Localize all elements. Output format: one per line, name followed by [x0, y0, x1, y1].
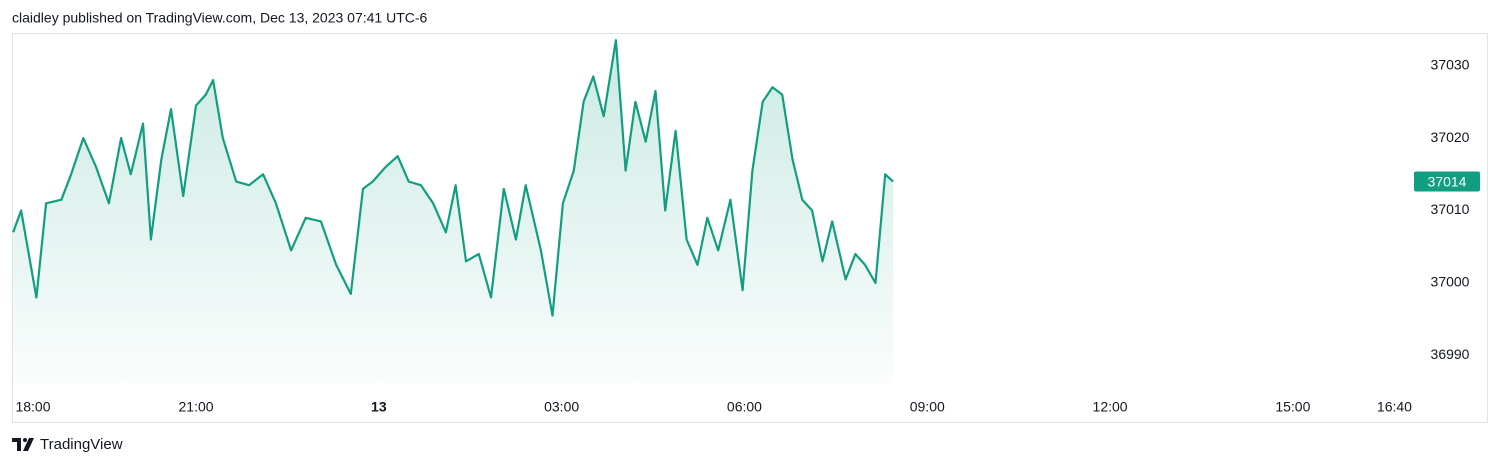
x-tick-label: 18:00 [15, 399, 50, 415]
area-fill [13, 40, 894, 383]
x-tick-label: 15:00 [1275, 399, 1310, 415]
x-tick-label: 06:00 [727, 399, 762, 415]
last-price-label: 37014 [1428, 173, 1467, 189]
brand: TradingView [40, 436, 123, 453]
brand-logo [12, 438, 34, 451]
x-tick-label: 09:00 [910, 399, 945, 415]
y-tick-label: 37020 [1431, 129, 1470, 145]
x-tick-label: 16:40 [1377, 399, 1412, 415]
x-tick-label: 03:00 [544, 399, 579, 415]
chart-panel [12, 33, 1488, 423]
x-tick-label: 12:00 [1093, 399, 1128, 415]
y-tick-label: 37000 [1431, 274, 1470, 290]
x-tick-label: 21:00 [179, 399, 214, 415]
y-tick-label: 36990 [1431, 346, 1470, 362]
y-tick-label: 37010 [1431, 201, 1470, 217]
chart-title: claidley published on TradingView.com, D… [12, 10, 428, 26]
y-tick-label: 37030 [1431, 56, 1470, 72]
x-tick-label: 13 [371, 399, 387, 415]
last-price-badge [1414, 171, 1480, 192]
price-line [12, 39, 894, 317]
